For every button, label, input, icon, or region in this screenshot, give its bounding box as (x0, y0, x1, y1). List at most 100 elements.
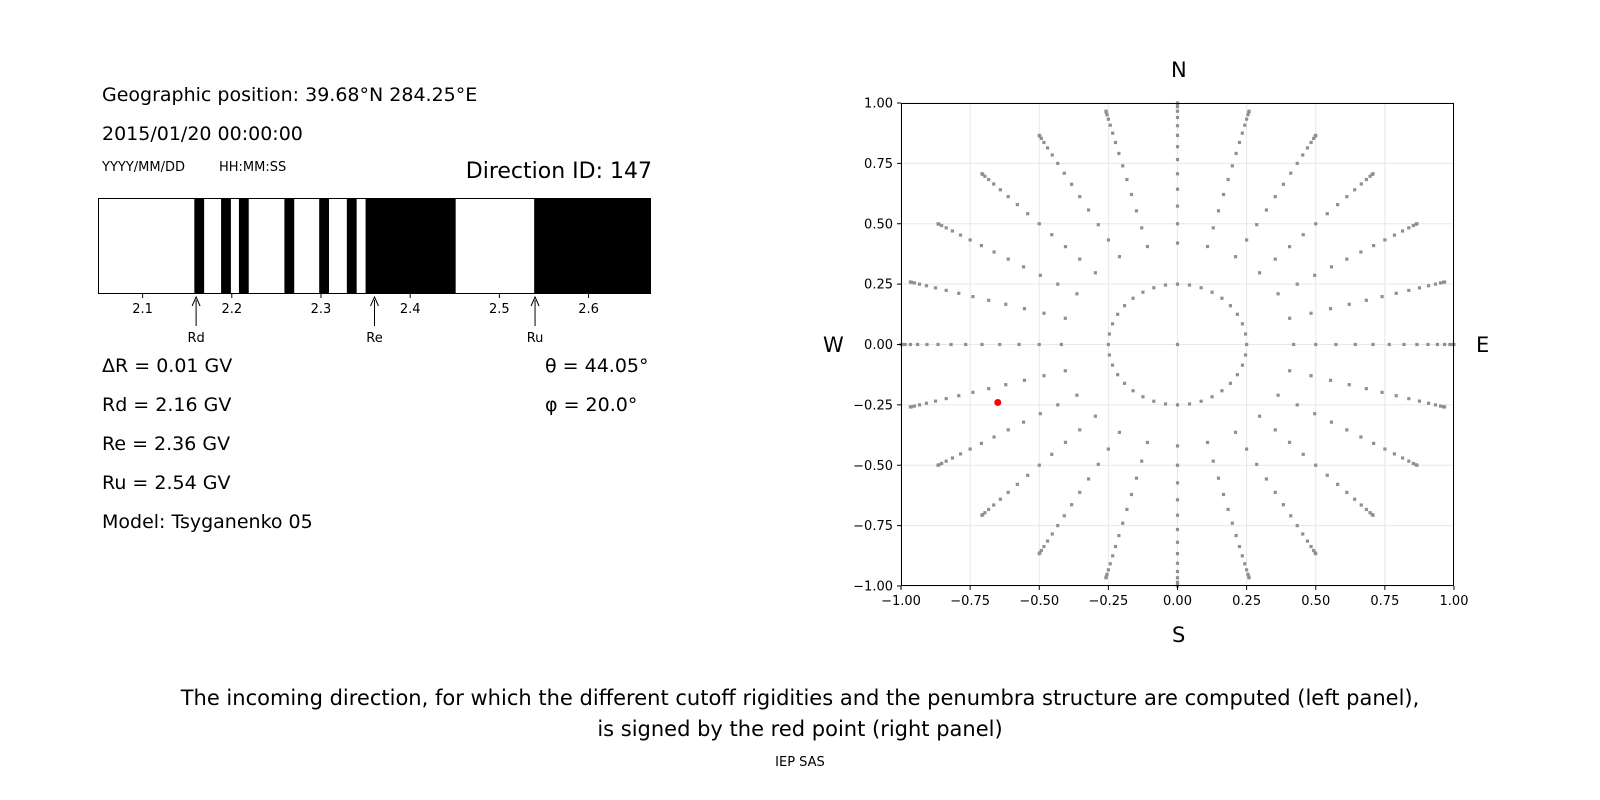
re-value: Re = 2.36 GV (102, 433, 231, 455)
direction-point (1175, 481, 1180, 485)
direction-point (1288, 369, 1292, 373)
y-tick-label: 0.00 (864, 338, 893, 353)
direction-point (1258, 271, 1262, 275)
direction-point (1247, 109, 1251, 113)
direction-point (1093, 271, 1097, 275)
direction-point (1392, 452, 1397, 456)
direction-point (1301, 452, 1305, 456)
direction-point (1441, 405, 1446, 409)
direction-point (987, 298, 991, 302)
direction-point (1056, 524, 1060, 528)
direction-point (1314, 463, 1318, 467)
direction-point (1134, 209, 1139, 213)
direction-point (1104, 575, 1108, 579)
direction-point (1245, 117, 1249, 121)
direction-point (1345, 428, 1349, 432)
direction-point (1415, 222, 1419, 226)
direction-point (1312, 136, 1316, 141)
direction-point (908, 342, 913, 347)
direction-point (1175, 403, 1180, 407)
direction-point (1070, 503, 1074, 507)
direction-point (1004, 383, 1008, 387)
direction-point (1022, 378, 1027, 382)
direction-point (1245, 342, 1249, 347)
direction-point (924, 401, 929, 405)
direction-point (1359, 250, 1363, 254)
direction-point (1175, 580, 1180, 584)
direction-point (968, 447, 972, 451)
direction-point (1096, 462, 1100, 466)
direction-point (1237, 544, 1242, 549)
direction-point (1211, 459, 1215, 463)
direction-point (1364, 177, 1368, 182)
direction-point (1230, 164, 1234, 168)
direction-point (1247, 110, 1251, 114)
direction-point (1063, 440, 1068, 444)
direction-point (1221, 192, 1226, 197)
direction-point (1309, 311, 1313, 315)
direction-point (1364, 507, 1368, 512)
direction-point (1163, 283, 1168, 287)
forbidden-band (194, 198, 205, 294)
direction-point (1121, 164, 1125, 168)
direction-point (1287, 440, 1292, 444)
direction-point (1216, 476, 1221, 480)
direction-point (1237, 140, 1242, 145)
direction-point (1426, 284, 1431, 288)
forbidden-band (221, 198, 231, 294)
direction-point (1038, 273, 1042, 277)
direction-point (1380, 295, 1384, 299)
direction-point (1417, 286, 1422, 290)
direction-point (1452, 342, 1456, 347)
x-tick-label: 0.50 (1301, 594, 1330, 609)
y-tick-label: 1.00 (864, 97, 893, 112)
direction-point (1314, 222, 1318, 226)
direction-point (1383, 238, 1387, 242)
direction-point (1240, 554, 1244, 558)
direction-point (1141, 290, 1145, 294)
direction-point (1216, 209, 1221, 213)
direction-point (1106, 342, 1110, 347)
direction-point (1288, 316, 1292, 320)
direction-point (944, 459, 948, 463)
direction-point (1175, 513, 1180, 517)
direction-point (1407, 226, 1411, 230)
direction-point (1175, 498, 1180, 502)
direction-point (1038, 412, 1042, 416)
direction-point (971, 390, 975, 394)
direction-point (1347, 383, 1351, 387)
direction-point (1368, 174, 1372, 178)
direction-point (979, 441, 983, 445)
direction-point (1305, 539, 1310, 543)
direction-point (1246, 113, 1250, 117)
direction-point (1187, 402, 1192, 406)
direction-point (1442, 405, 1447, 409)
direction-point (1345, 490, 1349, 494)
direction-point (1295, 524, 1299, 528)
direction-point (1145, 244, 1150, 249)
direction-point (998, 188, 1002, 192)
x-tick-label: 1.00 (1440, 594, 1469, 609)
direction-point (998, 497, 1002, 501)
direction-point (1245, 447, 1249, 451)
direction-point (950, 229, 955, 233)
direction-point (1106, 117, 1110, 121)
direction-point (1175, 463, 1180, 467)
direction-point (1141, 395, 1145, 399)
direction-point (1199, 286, 1203, 290)
direction-point (1243, 123, 1247, 127)
direction-point (981, 172, 985, 177)
phi-value: φ = 20.0° (545, 394, 638, 416)
direction-point (1407, 288, 1411, 292)
direction-point (944, 226, 948, 230)
direction-point (1402, 342, 1406, 347)
direction-point (1042, 544, 1046, 549)
direction-point (983, 174, 987, 178)
direction-point (1411, 223, 1415, 228)
direction-point (1228, 381, 1233, 385)
direction-point (1175, 540, 1180, 544)
direction-point (1117, 255, 1122, 259)
direction-point (983, 511, 987, 515)
direction-point (1345, 257, 1349, 261)
direction-point (1276, 292, 1280, 296)
